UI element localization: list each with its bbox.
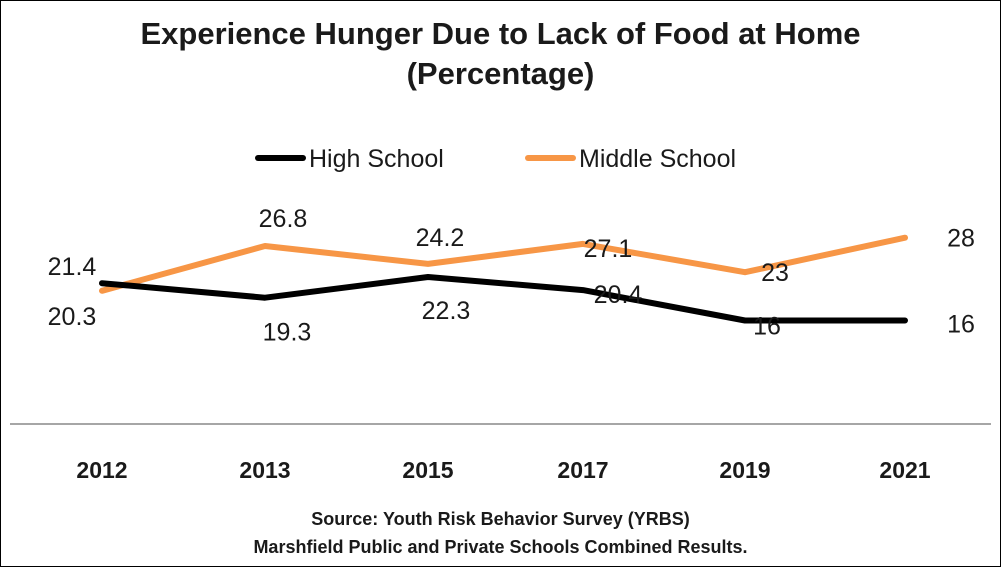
data-label: 23 <box>761 259 789 287</box>
x-tick-label: 2013 <box>239 457 290 483</box>
data-label: 26.8 <box>259 205 308 233</box>
data-label: 21.4 <box>48 253 97 281</box>
source-line-2: Marshfield Public and Private Schools Co… <box>253 537 748 557</box>
data-label: 22.3 <box>422 297 471 325</box>
x-tick-label: 2021 <box>879 457 930 483</box>
source-line-1: Source: Youth Risk Behavior Survey (YRBS… <box>311 509 690 529</box>
x-tick-label: 2012 <box>76 457 127 483</box>
data-label: 27.1 <box>584 235 633 263</box>
x-tick-label: 2017 <box>557 457 608 483</box>
data-label: 16 <box>753 313 781 341</box>
x-tick-label: 2015 <box>402 457 453 483</box>
data-label: 20.3 <box>48 303 97 331</box>
chart-subtitle: (Percentage) <box>406 56 595 91</box>
legend-label: High School <box>309 145 444 173</box>
legend-label: Middle School <box>579 145 736 173</box>
source-note: Source: Youth Risk Behavior Survey (YRBS… <box>0 505 1001 561</box>
data-label: 28 <box>947 225 975 253</box>
chart-title-block: Experience Hunger Due to Lack of Food at… <box>0 14 1001 94</box>
data-label: 24.2 <box>416 224 465 252</box>
data-label: 16 <box>947 311 975 339</box>
data-label: 19.3 <box>263 319 312 347</box>
series-line-middle-school <box>99 234 908 294</box>
x-tick-label: 2019 <box>719 457 770 483</box>
data-label: 20.4 <box>594 281 643 309</box>
series-line-high-school <box>99 274 908 324</box>
chart-title: Experience Hunger Due to Lack of Food at… <box>140 16 861 51</box>
